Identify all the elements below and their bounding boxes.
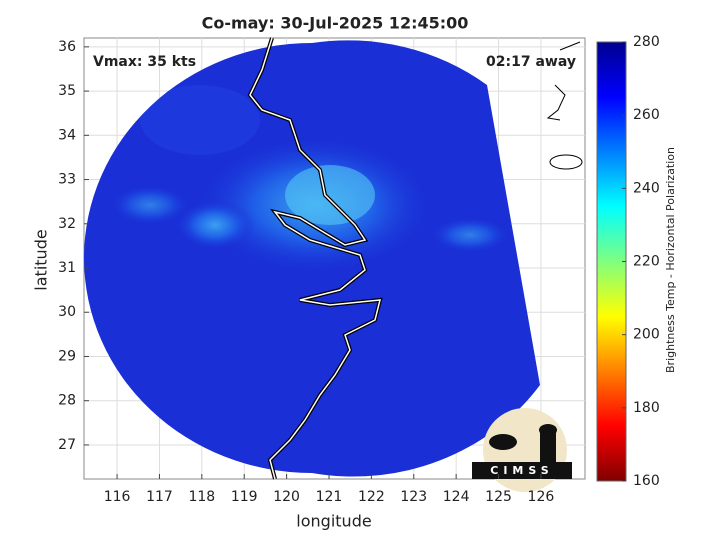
swath xyxy=(84,40,540,477)
x-tick-label: 121 xyxy=(316,489,343,505)
colorbar-label: Brightness Temp - Horizontal Polarizatio… xyxy=(664,147,677,373)
y-tick-label: 31 xyxy=(58,260,76,276)
y-tick-label: 27 xyxy=(58,437,76,453)
y-tick-label: 35 xyxy=(58,83,76,99)
annotation: 02:17 away xyxy=(486,54,576,70)
coastline-east xyxy=(546,41,581,121)
logo-text: CIMSS xyxy=(490,464,553,477)
y-axis-label: latitude xyxy=(32,229,51,290)
x-tick-label: 117 xyxy=(146,489,173,505)
colorbar xyxy=(596,41,627,482)
y-tick-label: 28 xyxy=(58,393,76,409)
y-tick-label: 29 xyxy=(58,348,76,364)
chart-title: Co-may: 30-Jul-2025 12:45:00 xyxy=(202,14,469,33)
colorbar-tick-label: 280 xyxy=(633,34,660,50)
colorbar-tick-label: 160 xyxy=(633,473,660,489)
x-tick-label: 116 xyxy=(104,489,131,505)
x-tick-label: 120 xyxy=(273,489,300,505)
coastline xyxy=(249,37,381,480)
colorbar-tick-label: 200 xyxy=(633,327,660,343)
logo: CIMSS xyxy=(472,408,572,492)
x-tick-label: 122 xyxy=(358,489,385,505)
x-tick-label: 126 xyxy=(528,489,555,505)
annotation: Vmax: 35 kts xyxy=(93,54,196,70)
colorbar-tick-label: 260 xyxy=(633,107,660,123)
x-axis-label: longitude xyxy=(296,512,371,531)
y-tick-label: 32 xyxy=(58,216,76,232)
y-tick-label: 33 xyxy=(58,172,76,188)
colorbar-tick-label: 240 xyxy=(633,180,660,196)
colorbar-tick-label: 220 xyxy=(633,254,660,270)
x-tick-label: 123 xyxy=(400,489,427,505)
x-tick-label: 124 xyxy=(443,489,470,505)
y-tick-label: 30 xyxy=(58,304,76,320)
x-tick-label: 118 xyxy=(188,489,215,505)
y-tick-label: 34 xyxy=(58,127,76,143)
y-tick-label: 36 xyxy=(58,39,76,55)
x-tick-label: 125 xyxy=(485,489,512,505)
colorbar-tick-label: 180 xyxy=(633,400,660,416)
x-tick-label: 119 xyxy=(231,489,258,505)
island xyxy=(549,154,583,170)
